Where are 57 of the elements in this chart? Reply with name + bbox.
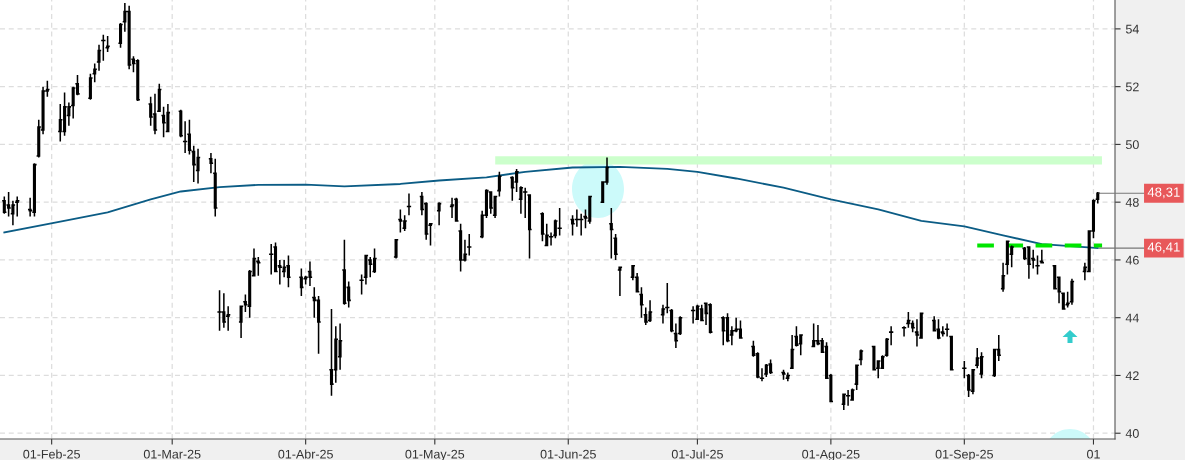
candlestick [1025, 246, 1032, 280]
candlestick [858, 348, 864, 367]
candlestick [845, 389, 852, 407]
y-tick-label: 40 [1125, 429, 1139, 438]
line-series [3, 166, 1099, 249]
candlestick [449, 197, 455, 219]
candlestick [638, 286, 645, 319]
candlestick [436, 201, 443, 227]
candlestick [328, 308, 335, 397]
candlestick [935, 318, 942, 341]
candlestick [397, 208, 404, 234]
candlestick [647, 299, 653, 323]
candlestick [690, 305, 697, 325]
y-tick-label: 46 [1125, 255, 1139, 265]
candlestick [268, 243, 275, 276]
candlestick [1034, 254, 1041, 276]
candlestick [466, 233, 473, 257]
candlestick [220, 292, 227, 329]
candlestick [617, 266, 623, 297]
candlestick [810, 322, 817, 348]
candlestick [307, 260, 313, 287]
candlestick [556, 207, 563, 237]
candlestick [216, 289, 223, 332]
candlestick [100, 33, 107, 62]
annotation: 48,31 [1147, 187, 1180, 199]
candlestick [944, 322, 951, 338]
candlestick [195, 147, 201, 185]
candlestick [517, 185, 524, 215]
candlestick [487, 191, 494, 215]
candlestick [160, 106, 167, 138]
candlestick [298, 267, 305, 297]
candlestick [905, 311, 912, 329]
candlestick [285, 254, 292, 289]
y-tick-label: 44 [1125, 313, 1139, 323]
x-tick-label: 01 [1087, 449, 1100, 459]
y-tick-label: 48 [1125, 197, 1139, 207]
candlestick [238, 305, 244, 339]
x-tick-label: 01-Abr-25 [278, 449, 333, 459]
candlestick [784, 371, 791, 383]
y-tick-label: 50 [1125, 140, 1139, 150]
y-tick-label: 52 [1125, 82, 1139, 92]
y-tick-label: 42 [1125, 371, 1139, 380]
candlestick [780, 368, 787, 381]
x-tick-label: 01-Mar-25 [143, 449, 201, 459]
candlestick [608, 207, 615, 260]
x-tick-label: 01-Jun-25 [540, 449, 596, 459]
candlestick [406, 192, 412, 216]
candlestick [737, 319, 744, 339]
y-tick-label: 54 [1125, 24, 1139, 34]
candlestick [1038, 249, 1045, 264]
x-tick-label: 01-Feb-25 [23, 449, 80, 459]
candlestick [840, 393, 847, 411]
x-tick-label: 01-Jul-25 [671, 449, 723, 459]
annotation: 46,41 [1147, 242, 1180, 254]
candlestick [164, 103, 171, 133]
candlestick [578, 212, 585, 237]
candlestick [720, 315, 727, 346]
